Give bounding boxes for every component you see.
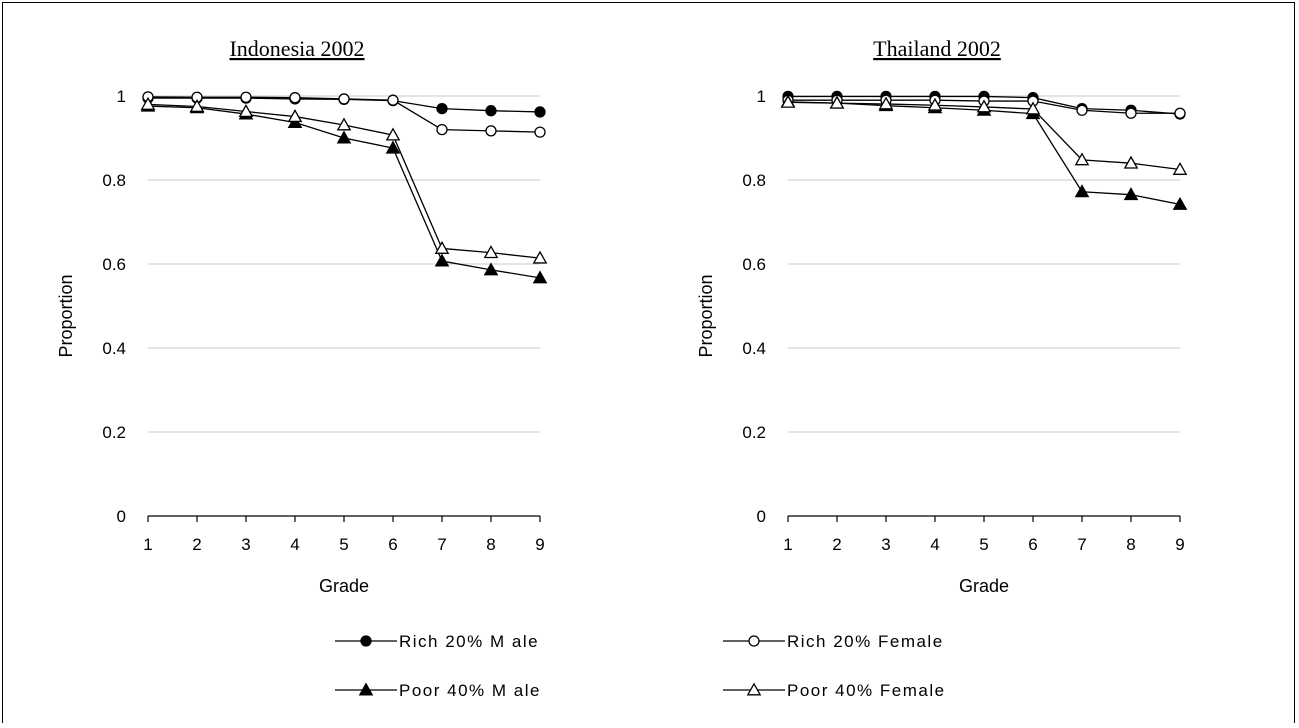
series-markers-2 [142, 91, 546, 138]
data-point [240, 91, 252, 103]
data-point [1074, 152, 1090, 166]
x-tick-label: 2 [192, 535, 201, 554]
y-tick-label: 1 [757, 87, 766, 106]
data-point [483, 262, 499, 276]
y-tick-label: 0.2 [102, 423, 126, 442]
data-point [532, 270, 548, 284]
data-point [238, 104, 254, 118]
data-point [287, 109, 303, 123]
data-point [385, 127, 401, 141]
legend-item-1: Rich 20% M ale [335, 632, 539, 651]
legend-marker [746, 682, 762, 696]
data-point [336, 130, 352, 144]
y-axis-label: Proportion [56, 274, 76, 357]
data-point [1123, 187, 1139, 201]
legend-label: Rich 20% M ale [399, 632, 539, 651]
chart-panel-1: Indonesia 2002 0 0.2 0.4 0.6 0.8 1 1 2 3 4 5 6 7 8 9 Gra… [56, 36, 548, 596]
legend-marker [358, 682, 374, 696]
data-point [1174, 107, 1186, 119]
series-markers-4 [140, 96, 548, 264]
x-tick-label: 1 [143, 535, 152, 554]
legend-item-2: Rich 20% Female [723, 632, 944, 651]
x-tick-label: 5 [979, 535, 988, 554]
data-point [434, 253, 450, 267]
x-tick-label: 4 [930, 535, 939, 554]
data-point [387, 94, 399, 106]
series-poor-40-male [787, 101, 1181, 205]
data-point [485, 105, 497, 117]
x-tick-label: 9 [535, 535, 544, 554]
data-point [532, 250, 548, 264]
data-point [1074, 184, 1090, 198]
x-axis-label: Grade [959, 576, 1009, 596]
series-line [787, 101, 1181, 205]
data-point [1172, 196, 1188, 210]
legend-marker [360, 635, 372, 647]
x-tick-label: 6 [388, 535, 397, 554]
data-point [434, 240, 450, 254]
y-tick-label: 0.6 [742, 255, 766, 274]
data-point [534, 126, 546, 138]
chart-title: Thailand 2002 [873, 36, 1001, 61]
data-point [485, 125, 497, 137]
legend-label: Rich 20% Female [787, 632, 944, 651]
legend-label: Poor 40% Female [787, 681, 946, 700]
data-point [483, 245, 499, 259]
data-point [829, 95, 845, 109]
y-tick-label: 0.4 [102, 339, 126, 358]
legend-item-4: Poor 40% Female [723, 681, 946, 700]
x-tick-label: 6 [1028, 535, 1037, 554]
y-tick-label: 0.8 [742, 171, 766, 190]
data-point [140, 96, 156, 110]
x-axis-label: Grade [319, 576, 369, 596]
data-point [1076, 104, 1088, 116]
data-point [927, 97, 943, 111]
data-point [1123, 155, 1139, 169]
y-tick-label: 0.6 [102, 255, 126, 274]
data-point [534, 106, 546, 118]
legend-marker [748, 635, 760, 647]
y-tick-label: 0.2 [742, 423, 766, 442]
data-point [189, 98, 205, 112]
x-tick-label: 3 [881, 535, 890, 554]
chart-title: Indonesia 2002 [229, 36, 364, 61]
series-markers-4 [780, 94, 1188, 175]
y-axis-label: Proportion [696, 274, 716, 357]
x-tick-label: 1 [783, 535, 792, 554]
data-point [1025, 101, 1041, 115]
data-point [780, 94, 796, 108]
data-point [338, 93, 350, 105]
data-point [878, 96, 894, 110]
data-point [1125, 107, 1137, 119]
data-point [436, 102, 448, 115]
x-tick-label: 8 [486, 535, 495, 554]
x-tick-label: 8 [1126, 535, 1135, 554]
chart-panel-2: Thailand 2002 0 0.2 0.4 0.6 0.8 1 1 2 3 4 5 6 7 8 9 Grad… [696, 36, 1188, 596]
x-tick-label: 4 [290, 535, 299, 554]
x-tick-label: 7 [1077, 535, 1086, 554]
y-tick-label: 0.4 [742, 339, 766, 358]
x-tick-label: 2 [832, 535, 841, 554]
x-tick-label: 5 [339, 535, 348, 554]
x-tick-label: 7 [437, 535, 446, 554]
y-tick-label: 0.8 [102, 171, 126, 190]
data-point [385, 140, 401, 154]
legend-label: Poor 40% M ale [399, 681, 541, 700]
data-point [336, 117, 352, 131]
x-tick-label: 3 [241, 535, 250, 554]
data-point [976, 99, 992, 113]
x-tick-label: 9 [1175, 535, 1184, 554]
y-tick-label: 0 [117, 507, 126, 526]
y-tick-label: 1 [117, 87, 126, 106]
data-point [289, 92, 301, 104]
legend: Rich 20% M ale Rich 20% Female Poor 40% M … [335, 632, 946, 700]
data-point [1172, 161, 1188, 175]
y-tick-label: 0 [757, 507, 766, 526]
data-point [436, 123, 448, 136]
legend-item-3: Poor 40% M ale [335, 681, 541, 700]
